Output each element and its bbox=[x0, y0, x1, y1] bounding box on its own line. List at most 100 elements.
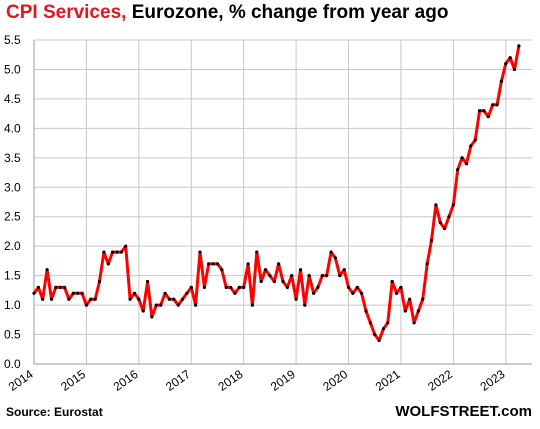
data-point bbox=[338, 274, 342, 278]
data-point bbox=[508, 56, 512, 60]
data-point bbox=[89, 297, 93, 301]
data-point bbox=[491, 103, 495, 107]
data-point bbox=[482, 109, 486, 113]
data-point bbox=[224, 285, 228, 289]
data-point bbox=[172, 297, 176, 301]
data-point bbox=[58, 285, 62, 289]
data-point bbox=[176, 303, 180, 307]
data-point bbox=[272, 279, 276, 284]
data-point bbox=[119, 250, 123, 254]
data-point bbox=[180, 297, 185, 301]
data-point bbox=[307, 274, 311, 278]
data-point bbox=[499, 79, 503, 83]
data-point bbox=[132, 291, 137, 295]
data-point bbox=[460, 156, 464, 160]
data-point bbox=[360, 291, 364, 295]
data-point bbox=[233, 291, 237, 295]
data-point bbox=[111, 250, 115, 254]
y-tick-label: 4.0 bbox=[4, 121, 21, 135]
data-point bbox=[80, 291, 84, 295]
series-line bbox=[32, 45, 521, 342]
data-point bbox=[355, 285, 359, 289]
data-point bbox=[281, 279, 285, 284]
data-point bbox=[512, 67, 517, 72]
data-point bbox=[451, 203, 455, 207]
y-tick-label: 0.0 bbox=[4, 357, 21, 371]
data-point bbox=[386, 321, 390, 325]
data-point bbox=[464, 162, 469, 166]
data-point bbox=[84, 303, 88, 307]
x-tick-label: 2019 bbox=[268, 367, 298, 394]
data-point bbox=[412, 321, 416, 325]
data-point bbox=[102, 250, 106, 254]
data-point bbox=[202, 285, 206, 289]
data-point bbox=[277, 262, 281, 266]
x-tick-label: 2017 bbox=[163, 367, 193, 394]
x-tick-label: 2023 bbox=[478, 367, 508, 394]
data-point bbox=[49, 297, 54, 301]
data-point bbox=[255, 250, 259, 254]
data-point bbox=[194, 303, 198, 307]
y-tick-label: 5.0 bbox=[4, 62, 21, 76]
data-point bbox=[268, 274, 272, 278]
y-tick-label: 2.5 bbox=[4, 210, 21, 224]
data-point bbox=[438, 221, 442, 225]
data-point bbox=[63, 285, 67, 289]
data-point bbox=[124, 244, 128, 248]
x-tick-label: 2020 bbox=[320, 367, 350, 394]
chart-title-highlight: CPI Services, bbox=[6, 2, 127, 23]
x-tick-label: 2022 bbox=[425, 367, 455, 394]
data-point bbox=[93, 297, 97, 301]
data-point bbox=[263, 268, 268, 272]
data-point bbox=[220, 268, 224, 272]
data-point bbox=[294, 297, 298, 301]
y-tick-label: 0.5 bbox=[4, 328, 21, 342]
data-point bbox=[290, 274, 294, 278]
x-tick-label: 2021 bbox=[373, 367, 403, 394]
data-point bbox=[469, 144, 473, 148]
data-point bbox=[478, 109, 482, 113]
y-tick-label: 5.5 bbox=[4, 33, 21, 47]
data-point bbox=[390, 279, 394, 284]
y-tick-label: 3.5 bbox=[4, 151, 21, 165]
data-point bbox=[141, 309, 145, 313]
data-point bbox=[198, 250, 202, 254]
data-point bbox=[408, 297, 412, 301]
data-point bbox=[211, 262, 215, 266]
data-point bbox=[285, 285, 289, 289]
chart-title: CPI Services, Eurozone, % change from ye… bbox=[6, 2, 448, 24]
data-point bbox=[403, 309, 407, 313]
data-point bbox=[429, 238, 434, 242]
data-point bbox=[395, 291, 399, 295]
data-point bbox=[456, 168, 460, 172]
data-point bbox=[364, 309, 368, 313]
data-point bbox=[425, 262, 429, 266]
data-point bbox=[237, 285, 241, 289]
data-point bbox=[250, 303, 254, 307]
data-point bbox=[36, 285, 41, 289]
data-point bbox=[207, 262, 211, 266]
data-point bbox=[115, 250, 119, 254]
data-point bbox=[416, 309, 420, 313]
data-point bbox=[373, 332, 377, 337]
data-point bbox=[54, 285, 58, 289]
x-tick-label: 2016 bbox=[111, 367, 141, 394]
y-tick-label: 4.5 bbox=[4, 92, 21, 106]
data-point bbox=[97, 279, 102, 284]
data-point bbox=[45, 268, 49, 272]
data-point bbox=[329, 250, 333, 254]
y-tick-label: 2.0 bbox=[4, 239, 21, 253]
data-point bbox=[163, 291, 167, 295]
data-point bbox=[71, 291, 75, 295]
data-point bbox=[320, 274, 324, 278]
data-point bbox=[146, 279, 150, 284]
data-point bbox=[377, 338, 381, 342]
data-point bbox=[215, 262, 220, 266]
data-point bbox=[421, 297, 425, 301]
data-point bbox=[351, 291, 355, 295]
data-point bbox=[159, 303, 163, 307]
data-point bbox=[368, 321, 372, 325]
data-point bbox=[312, 291, 316, 295]
data-point bbox=[150, 315, 154, 319]
data-point bbox=[76, 291, 80, 295]
